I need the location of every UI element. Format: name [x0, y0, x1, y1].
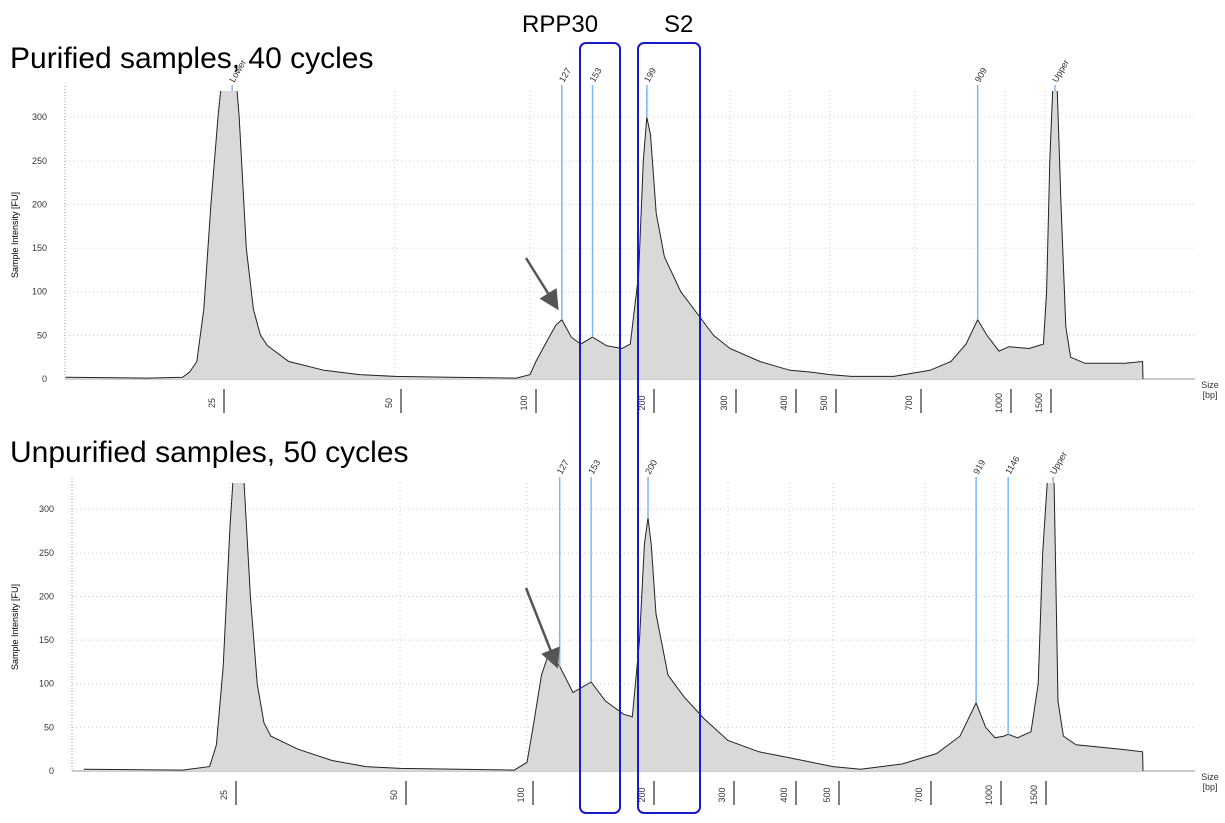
peak-label: 153 [586, 458, 602, 476]
x-axis-label: [bp] [1202, 782, 1217, 792]
y-tick-label: 300 [39, 504, 54, 514]
x-axis-label: Size [1201, 380, 1219, 390]
y-tick-label: 200 [39, 591, 54, 601]
annotation: RPP30 [522, 11, 598, 38]
y-tick-label: 100 [39, 679, 54, 689]
x-tick-label: 100 [516, 787, 526, 802]
peak-label: 199 [642, 66, 658, 84]
annotation: S2 [664, 11, 693, 38]
x-tick-label: 200 [637, 395, 647, 410]
x-tick-label: 1500 [1029, 785, 1039, 805]
x-tick-label: 25 [207, 398, 217, 408]
y-tick-label: 200 [32, 199, 47, 209]
peak-label: Upper [1050, 58, 1071, 84]
peak-label: 909 [973, 66, 989, 84]
area [83, 483, 1144, 771]
y-tick-label: 300 [32, 112, 47, 122]
x-tick-label: 1000 [984, 785, 994, 805]
highlight-box [579, 42, 621, 814]
arrow [524, 257, 559, 311]
y-tick-label: 50 [37, 330, 47, 340]
x-tick-label: 200 [637, 787, 647, 802]
arrow [524, 587, 560, 669]
chart-title: Unpurified samples, 50 cycles [10, 436, 409, 469]
x-tick-label: 300 [717, 787, 727, 802]
y-tick-label: 0 [42, 374, 47, 384]
x-tick-label: 700 [914, 787, 924, 802]
y-tick-label: 150 [39, 635, 54, 645]
x-tick-label: 400 [779, 787, 789, 802]
peak-label: 200 [643, 458, 659, 476]
area [65, 91, 1143, 379]
y-axis-label: Sample Intensity [FU] [10, 192, 20, 278]
y-tick-label: 250 [32, 156, 47, 166]
y-tick-label: 150 [32, 243, 47, 253]
x-tick-label: 1500 [1034, 393, 1044, 413]
x-tick-label: 1000 [994, 393, 1004, 413]
y-tick-label: 100 [32, 287, 47, 297]
y-tick-label: 250 [39, 548, 54, 558]
peak-label: 127 [557, 66, 573, 84]
x-axis-label: Size [1201, 772, 1219, 782]
peak-label: 1146 [1003, 454, 1021, 476]
x-tick-label: 500 [819, 395, 829, 410]
y-tick-label: 50 [44, 722, 54, 732]
x-tick-label: 50 [384, 398, 394, 408]
x-tick-label: 700 [904, 395, 914, 410]
x-tick-label: 25 [219, 790, 229, 800]
x-tick-label: 50 [389, 790, 399, 800]
highlight-box [637, 42, 701, 814]
y-axis-label: Sample Intensity [FU] [10, 584, 20, 670]
x-tick-label: 300 [719, 395, 729, 410]
y-tick-label: 0 [49, 766, 54, 776]
trace [65, 91, 1144, 379]
trace [83, 483, 1144, 771]
x-tick-label: 100 [519, 395, 529, 410]
peak-label: 919 [971, 458, 987, 476]
x-axis-label: [bp] [1202, 390, 1217, 400]
peak-label: 153 [588, 66, 604, 84]
x-tick-label: 500 [822, 787, 832, 802]
chart-title: Purified samples, 40 cycles [10, 42, 374, 75]
x-tick-label: 400 [779, 395, 789, 410]
peak-label: 127 [555, 458, 571, 476]
peak-label: Upper [1048, 450, 1069, 476]
